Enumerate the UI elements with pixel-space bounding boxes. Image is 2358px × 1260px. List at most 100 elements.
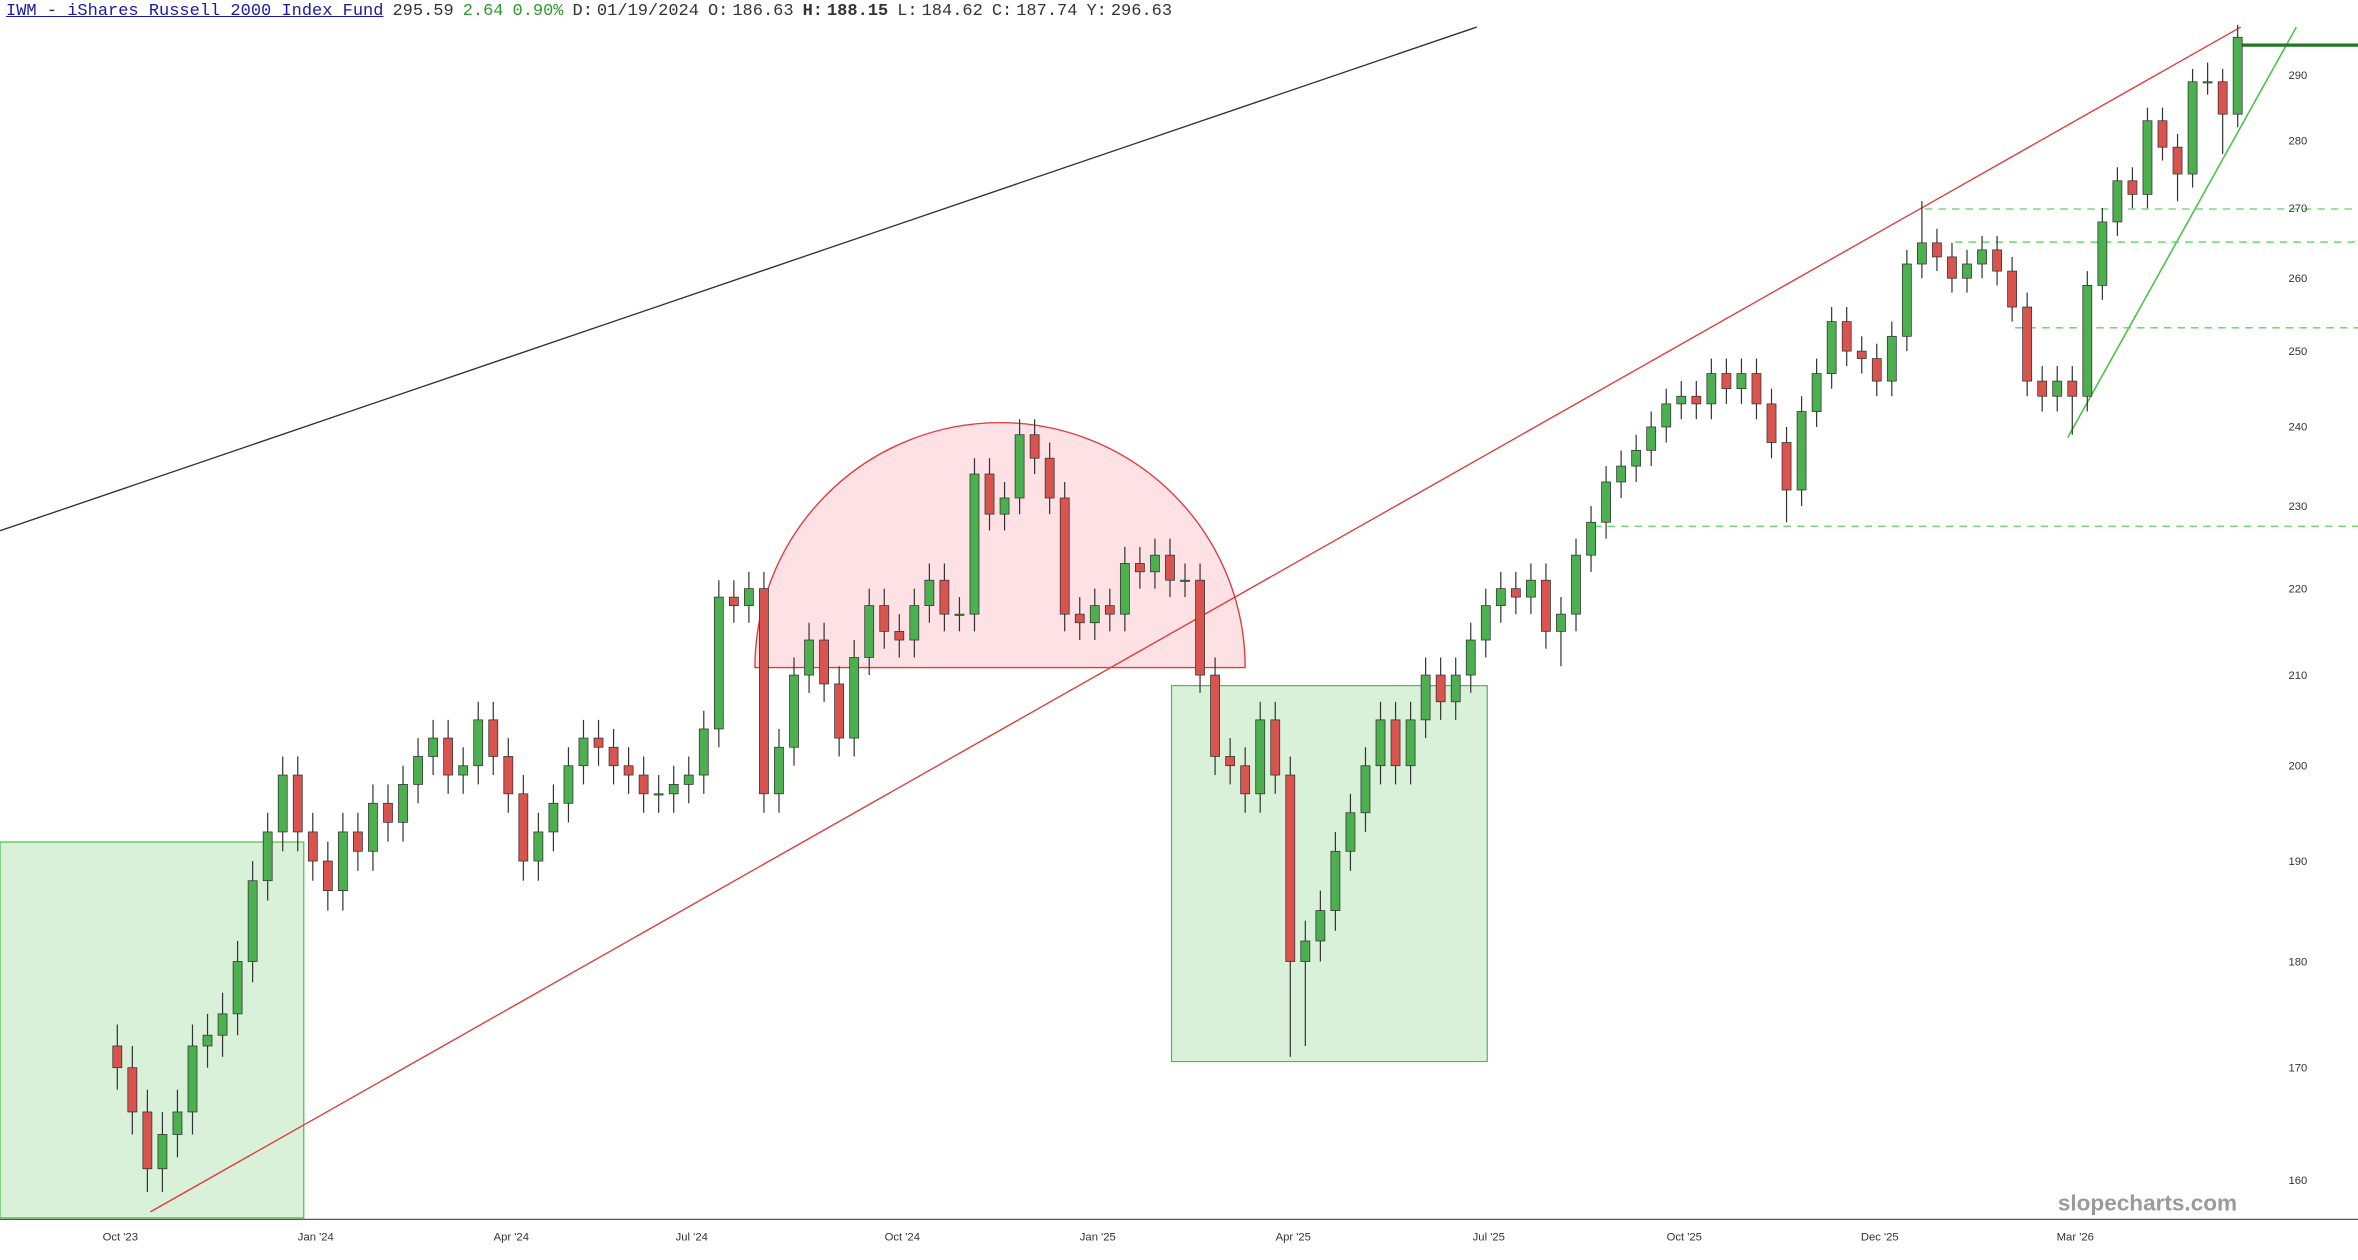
candle-body xyxy=(1255,719,1266,795)
candle-body xyxy=(1616,465,1627,483)
candle-body xyxy=(488,719,499,757)
y-tick-label: 210 xyxy=(2288,670,2307,682)
candle-body xyxy=(1210,674,1220,757)
field-value: 184.62 xyxy=(921,2,983,21)
rounded-top xyxy=(754,421,1246,669)
candle-body xyxy=(1901,263,1912,337)
candle-body xyxy=(1841,321,1852,352)
candle-body xyxy=(1195,579,1205,676)
watermark: slopecharts.com xyxy=(2058,1190,2237,1215)
last-price: 295.59 xyxy=(392,2,454,21)
candle-body xyxy=(2037,380,2048,397)
candle-body xyxy=(187,1045,198,1113)
candles xyxy=(112,24,2243,1193)
candle-body xyxy=(1375,719,1386,767)
candle-body xyxy=(2052,380,2063,397)
candle-body xyxy=(337,831,348,891)
x-tick-label: Oct '24 xyxy=(885,1231,920,1243)
candle-body xyxy=(518,793,529,862)
candle-body xyxy=(413,756,423,785)
candle-body xyxy=(383,802,393,823)
candle-body xyxy=(668,784,679,795)
candle-body xyxy=(1646,426,1657,451)
field-label: D: xyxy=(572,2,593,21)
candle-body xyxy=(368,802,378,852)
candle-body xyxy=(1826,321,1837,374)
candle-body xyxy=(1360,765,1371,814)
y-tick-label: 240 xyxy=(2288,422,2307,434)
candle-body xyxy=(939,579,950,615)
candle-body xyxy=(172,1111,183,1135)
candle-body xyxy=(593,737,604,748)
candle-body xyxy=(2172,146,2183,175)
candle-body xyxy=(2217,81,2228,115)
y-tick-label: 290 xyxy=(2288,70,2307,82)
candle-body xyxy=(1871,358,1882,382)
candle-body xyxy=(2112,180,2123,223)
candle-body xyxy=(1781,442,1792,491)
candle-body xyxy=(1917,242,1927,265)
candle-body xyxy=(2187,81,2198,175)
candle-body xyxy=(2022,306,2033,382)
candle-body xyxy=(608,746,619,767)
y-tick-label: 170 xyxy=(2288,1062,2307,1074)
candle-body xyxy=(1947,256,1957,279)
x-tick-label: Jul '25 xyxy=(1473,1231,1505,1243)
candle-body xyxy=(292,774,303,833)
candle-body xyxy=(1962,263,1972,279)
y-tick-label: 270 xyxy=(2288,203,2307,215)
candle-body xyxy=(2127,180,2138,195)
candle-body xyxy=(322,860,333,891)
candle-body xyxy=(1330,850,1341,911)
candle-body xyxy=(1856,350,1867,359)
candle-body xyxy=(864,605,875,658)
candle-body xyxy=(563,765,574,804)
trend-line xyxy=(2067,26,2298,438)
candle-body xyxy=(909,605,920,641)
y-tick-label: 160 xyxy=(2288,1175,2307,1187)
candle-body xyxy=(1541,579,1551,632)
candle-body xyxy=(1119,563,1130,615)
candle-body xyxy=(954,613,965,616)
candle-body xyxy=(1796,411,1807,491)
candle-body xyxy=(1977,249,1987,265)
y-tick-label: 250 xyxy=(2288,346,2307,358)
x-tick-label: Jan '24 xyxy=(298,1231,334,1243)
levels xyxy=(1594,208,2358,527)
candle-body xyxy=(1029,434,1040,459)
candle-body xyxy=(262,831,273,882)
x-tick-label: Oct '25 xyxy=(1667,1231,1702,1243)
candle-body xyxy=(623,765,634,776)
candle-body xyxy=(1059,497,1070,615)
candle-body xyxy=(217,1013,228,1036)
field-value: 296.63 xyxy=(1110,2,1173,21)
candle-body xyxy=(473,719,484,767)
candle-body xyxy=(1691,395,1702,405)
y-tick-label: 280 xyxy=(2288,135,2307,147)
ohlc-fields: D: 01/19/2024 O: 186.63 H: 188.15 L: 184.62 C: 18… xyxy=(573,2,1182,21)
candle-body xyxy=(1270,719,1281,776)
candle-body xyxy=(698,728,709,776)
candle-body xyxy=(1285,774,1296,962)
candle-body xyxy=(127,1067,138,1113)
field-value: 188.15 xyxy=(826,2,889,21)
candle-body xyxy=(1601,481,1611,523)
y-tick-label: 200 xyxy=(2288,760,2307,772)
trend-line xyxy=(0,26,1477,532)
candle-body xyxy=(1932,242,1942,258)
change: 2.64 xyxy=(462,2,504,21)
symbol-link[interactable]: IWM - iShares Russell 2000 Index Fund xyxy=(6,2,384,21)
candle-body xyxy=(1405,719,1416,767)
x-tick-label: Dec '25 xyxy=(1861,1231,1899,1243)
candle-body xyxy=(2097,221,2108,286)
candle-body xyxy=(1766,403,1777,443)
candle-body xyxy=(2142,120,2153,195)
candle-body xyxy=(398,784,408,823)
candle-body xyxy=(894,630,905,641)
x-tick-label: Apr '24 xyxy=(494,1231,529,1243)
candle-body xyxy=(2157,120,2168,148)
candle-body xyxy=(1014,434,1025,499)
candle-body xyxy=(1315,910,1326,942)
candle-body xyxy=(1150,554,1160,573)
